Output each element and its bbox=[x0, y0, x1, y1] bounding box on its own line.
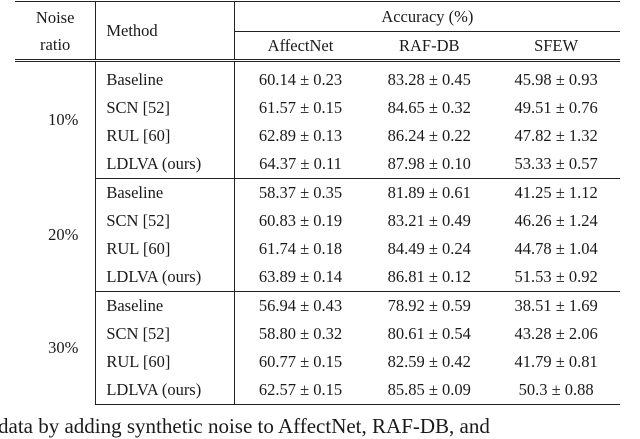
method-cell: Baseline bbox=[95, 291, 235, 320]
rafdb-cell: 84.65 ± 0.32 bbox=[387, 98, 471, 117]
header-method: Method bbox=[95, 1, 235, 61]
method-cell: LDLVA (ours) bbox=[95, 263, 235, 292]
affectnet-cell: 60.83 ± 0.19 bbox=[258, 211, 343, 230]
rafdb-cell-best: 87.98 ± 0.10 bbox=[366, 150, 493, 179]
rafdb-cell: 83.21 ± 0.49 bbox=[387, 211, 471, 230]
table-row: RUL [60] 60.77 ± 0.15 82.59 ± 0.42 41.79… bbox=[15, 348, 620, 376]
method-cell: Baseline bbox=[95, 60, 235, 94]
rafdb-cell: 83.28 ± 0.45 bbox=[387, 70, 471, 89]
affectnet-cell: 58.80 ± 0.32 bbox=[258, 324, 343, 343]
affectnet-cell: 62.89 ± 0.13 bbox=[258, 126, 343, 145]
method-cell: SCN [52] bbox=[95, 207, 235, 235]
sfew-cell: 43.28 ± 2.06 bbox=[514, 324, 598, 343]
rafdb-cell: 80.61 ± 0.54 bbox=[387, 324, 471, 343]
sfew-cell: 41.79 ± 0.81 bbox=[514, 352, 598, 371]
table-row: SCN [52] 60.83 ± 0.19 83.21 ± 0.49 46.26… bbox=[15, 207, 620, 235]
affectnet-cell: 61.74 ± 0.18 bbox=[258, 239, 343, 258]
header-ratio-label: ratio bbox=[40, 34, 71, 54]
rafdb-cell: 81.89 ± 0.61 bbox=[387, 183, 471, 202]
sfew-cell: 38.51 ± 1.69 bbox=[514, 296, 598, 315]
sfew-cell: 47.82 ± 1.32 bbox=[514, 126, 598, 145]
method-cell: LDLVA (ours) bbox=[95, 376, 235, 405]
table-row: 10% Baseline 60.14 ± 0.23 83.28 ± 0.45 4… bbox=[15, 60, 620, 179]
method-cell: RUL [60] bbox=[95, 235, 235, 263]
sfew-cell-best: 51.53 ± 0.92 bbox=[492, 263, 620, 292]
sfew-cell: 45.98 ± 0.93 bbox=[514, 70, 598, 89]
affectnet-cell-best: 62.57 ± 0.15 bbox=[234, 376, 367, 405]
rafdb-cell: 86.24 ± 0.22 bbox=[387, 126, 471, 145]
rafdb-cell: 84.49 ± 0.24 bbox=[387, 239, 471, 258]
table-row: SCN [52] 61.57 ± 0.15 84.65 ± 0.32 49.51… bbox=[15, 94, 620, 122]
affectnet-cell-best: 63.89 ± 0.14 bbox=[234, 263, 367, 292]
table-row-ours: LDLVA (ours) 64.37 ± 0.11 87.98 ± 0.10 5… bbox=[15, 150, 620, 179]
sfew-cell: 46.26 ± 1.24 bbox=[514, 211, 598, 230]
table-row-ours: LDLVA (ours) 62.57 ± 0.15 85.85 ± 0.09 5… bbox=[15, 376, 620, 405]
table-row: RUL [60] 61.74 ± 0.18 84.49 ± 0.24 44.78… bbox=[15, 235, 620, 263]
table-row: SCN [52] 58.80 ± 0.32 80.61 ± 0.54 43.28… bbox=[15, 320, 620, 348]
rafdb-cell-best: 85.85 ± 0.09 bbox=[366, 376, 493, 405]
sfew-cell: 49.51 ± 0.76 bbox=[514, 98, 598, 117]
header-sfew: SFEW bbox=[534, 35, 579, 55]
header-noise-ratio: Noise ratio bbox=[15, 1, 97, 61]
sfew-cell: 41.25 ± 1.12 bbox=[514, 183, 598, 202]
method-cell: SCN [52] bbox=[95, 320, 235, 348]
rafdb-cell-best: 86.81 ± 0.12 bbox=[366, 263, 493, 292]
table-row: 30% Baseline 56.94 ± 0.43 78.92 ± 0.59 3… bbox=[15, 291, 620, 405]
sfew-cell-best: 50.3 ± 0.88 bbox=[492, 376, 620, 405]
caption-text-fragment: data by adding synthetic noise to Affect… bbox=[0, 414, 490, 438]
rafdb-cell: 78.92 ± 0.59 bbox=[387, 296, 471, 315]
noise-ratio-cell: 20% bbox=[15, 178, 97, 292]
method-cell: SCN [52] bbox=[95, 94, 235, 122]
affectnet-cell: 61.57 ± 0.15 bbox=[258, 98, 343, 117]
method-cell: RUL [60] bbox=[95, 122, 235, 150]
sfew-cell: 44.78 ± 1.04 bbox=[514, 239, 598, 258]
method-cell: LDLVA (ours) bbox=[95, 150, 235, 179]
table-row: 20% Baseline 58.37 ± 0.35 81.89 ± 0.61 4… bbox=[15, 178, 620, 292]
affectnet-cell: 60.14 ± 0.23 bbox=[258, 70, 343, 89]
header-affectnet: AffectNet bbox=[267, 35, 334, 55]
affectnet-cell-best: 64.37 ± 0.11 bbox=[234, 150, 367, 179]
header-rafdb: RAF-DB bbox=[398, 35, 460, 55]
affectnet-cell: 60.77 ± 0.15 bbox=[258, 352, 343, 371]
table-row: RUL [60] 62.89 ± 0.13 86.24 ± 0.22 47.82… bbox=[15, 122, 620, 150]
rafdb-cell: 82.59 ± 0.42 bbox=[387, 352, 471, 371]
noise-ratio-cell: 30% bbox=[15, 291, 97, 405]
method-cell: RUL [60] bbox=[95, 348, 235, 376]
results-table: Noise ratio Method Accuracy (%) AffectNe… bbox=[15, 1, 620, 405]
header-noise-label: Noise bbox=[35, 7, 75, 27]
header-accuracy: Accuracy (%) bbox=[234, 1, 620, 32]
affectnet-cell: 56.94 ± 0.43 bbox=[258, 296, 343, 315]
method-cell: Baseline bbox=[95, 178, 235, 207]
noise-ratio-cell: 10% bbox=[15, 60, 97, 179]
table-row-ours: LDLVA (ours) 63.89 ± 0.14 86.81 ± 0.12 5… bbox=[15, 263, 620, 292]
sfew-cell-best: 53.33 ± 0.57 bbox=[492, 150, 620, 179]
affectnet-cell: 58.37 ± 0.35 bbox=[258, 183, 343, 202]
